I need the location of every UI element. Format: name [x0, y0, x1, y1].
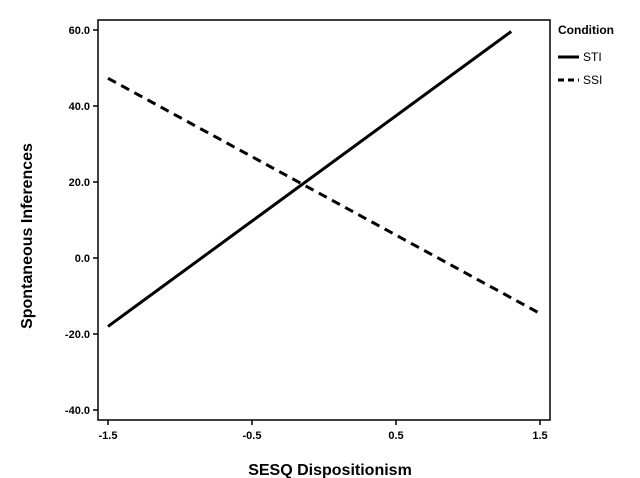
series-line-sti	[107, 30, 513, 328]
y-tick-label: 0.0	[75, 253, 90, 265]
y-tick-label: -20.0	[65, 329, 90, 341]
axis-ticks: 60.0 40.0 20.0 0.0 -20.0 -40.0 -1.5 -0.5 0.5 1.5	[65, 25, 548, 442]
legend: Condition STI SSI	[558, 23, 614, 87]
series-lines	[107, 30, 541, 328]
y-tick-label: -40.0	[65, 405, 90, 417]
x-tick-label: -1.5	[99, 430, 118, 442]
y-axis-title: Spontaneous Inferences	[19, 143, 36, 329]
series-line-ssi	[107, 76, 541, 315]
x-tick-label: 0.5	[388, 430, 403, 442]
legend-label-ssi: SSI	[583, 73, 602, 87]
y-tick-label: 20.0	[69, 177, 90, 189]
legend-title: Condition	[558, 23, 614, 37]
legend-label-sti: STI	[583, 50, 602, 64]
plot-area	[97, 19, 551, 421]
y-tick-label: 60.0	[69, 25, 90, 37]
y-tick-label: 40.0	[69, 101, 90, 113]
x-tick-label: 1.5	[532, 430, 547, 442]
x-tick-label: -0.5	[243, 430, 262, 442]
x-axis-title: SESQ Dispositionism	[248, 462, 412, 478]
